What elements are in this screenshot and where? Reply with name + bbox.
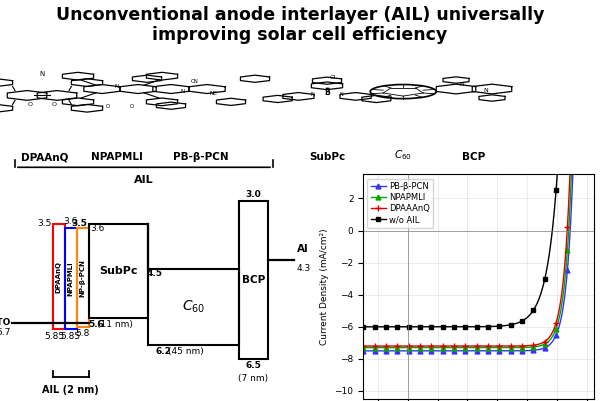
Text: $C_{60}$: $C_{60}$: [394, 148, 412, 162]
w/o AIL: [359, 324, 367, 329]
Text: O: O: [130, 104, 134, 109]
Text: PB-β-PCN: PB-β-PCN: [173, 152, 229, 162]
w/o AIL: [502, 323, 509, 328]
w/o AIL: [387, 324, 394, 329]
Text: Al: Al: [297, 243, 308, 253]
DPAAAnQ: [523, 343, 530, 348]
Text: NP-β-PCN: NP-β-PCN: [80, 259, 86, 297]
Text: 5.8: 5.8: [76, 329, 90, 338]
PB-β-PCN: [387, 348, 394, 353]
Text: 3.5: 3.5: [71, 219, 87, 228]
NPAPMLI: [433, 345, 440, 350]
Line: DPAAAnQ: DPAAAnQ: [360, 0, 593, 350]
Text: N: N: [340, 92, 343, 97]
Text: 5.7: 5.7: [0, 328, 11, 337]
Text: SubPc: SubPc: [99, 266, 137, 276]
Text: N: N: [484, 87, 488, 93]
Bar: [239, 201, 268, 358]
Text: AIL (2 nm): AIL (2 nm): [43, 385, 99, 395]
Bar: [89, 224, 148, 318]
Text: 4.5: 4.5: [146, 269, 162, 278]
Bar: [148, 269, 239, 345]
PB-β-PCN: [433, 348, 440, 353]
Text: $C_{60}$: $C_{60}$: [182, 299, 205, 315]
Bar: [53, 224, 65, 329]
Text: N: N: [460, 83, 464, 87]
Line: w/o AIL: w/o AIL: [361, 0, 592, 329]
Text: 3.0: 3.0: [245, 190, 262, 199]
Text: CN: CN: [191, 79, 199, 83]
NPAPMLI: [359, 345, 367, 350]
Line: NPAPMLI: NPAPMLI: [361, 0, 592, 350]
NPAPMLI: [387, 345, 394, 350]
Text: (7 nm): (7 nm): [238, 374, 269, 383]
NPAPMLI: [523, 345, 530, 350]
w/o AIL: [433, 324, 440, 329]
Text: N: N: [115, 84, 119, 89]
PB-β-PCN: [359, 348, 367, 353]
Bar: [77, 228, 89, 327]
Text: N: N: [181, 89, 185, 94]
DPAAAnQ: [449, 344, 457, 348]
Text: 3.5: 3.5: [37, 219, 52, 228]
Text: Unconventional anode interlayer (AIL) universally: Unconventional anode interlayer (AIL) un…: [56, 6, 544, 24]
Text: 6.5: 6.5: [245, 361, 262, 370]
Text: 6.2: 6.2: [155, 347, 172, 356]
Text: NPAPMLI: NPAPMLI: [68, 261, 74, 296]
Text: O: O: [28, 102, 32, 107]
Line: PB-β-PCN: PB-β-PCN: [361, 0, 592, 353]
Text: (45 nm): (45 nm): [167, 347, 203, 356]
Text: Cl: Cl: [330, 75, 336, 80]
Y-axis label: Current Density (mA/cm²): Current Density (mA/cm²): [320, 229, 329, 345]
PB-β-PCN: [524, 348, 532, 353]
Text: 5.85: 5.85: [44, 332, 64, 340]
DPAAAnQ: [524, 343, 532, 348]
Text: AIL: AIL: [134, 175, 154, 185]
PB-β-PCN: [449, 348, 457, 353]
Legend: PB-β-PCN, NPAPMLI, DPAAAnQ, w/o AIL: PB-β-PCN, NPAPMLI, DPAAAnQ, w/o AIL: [367, 178, 433, 227]
DPAAAnQ: [387, 344, 394, 348]
Text: 3.6: 3.6: [64, 217, 78, 226]
NPAPMLI: [524, 345, 532, 350]
Text: NC: NC: [209, 91, 217, 96]
Text: 5.6: 5.6: [88, 320, 104, 329]
Text: BCP: BCP: [463, 152, 485, 162]
NPAPMLI: [502, 345, 509, 350]
Text: 5.85: 5.85: [61, 332, 81, 340]
PB-β-PCN: [523, 348, 530, 353]
Text: 3.6: 3.6: [90, 224, 104, 233]
Text: N: N: [325, 87, 329, 92]
Text: SubPc: SubPc: [309, 152, 345, 162]
Text: ITO: ITO: [0, 318, 11, 327]
Text: (11 nm): (11 nm): [97, 320, 133, 329]
Text: N: N: [311, 92, 314, 97]
Text: B: B: [324, 88, 330, 97]
Text: DPAAnQ: DPAAnQ: [22, 152, 68, 162]
w/o AIL: [523, 316, 530, 320]
Text: BCP: BCP: [242, 275, 265, 285]
NPAPMLI: [449, 345, 457, 350]
Text: DPAAnQ: DPAAnQ: [56, 261, 62, 293]
w/o AIL: [449, 324, 457, 329]
DPAAAnQ: [359, 344, 367, 348]
Text: O: O: [106, 104, 110, 109]
Bar: [65, 228, 77, 329]
Text: O: O: [52, 102, 56, 107]
Text: N: N: [40, 71, 44, 77]
w/o AIL: [524, 315, 532, 320]
Text: 4.3: 4.3: [297, 264, 311, 273]
DPAAAnQ: [502, 344, 509, 348]
Text: improving solar cell efficiency: improving solar cell efficiency: [152, 26, 448, 44]
PB-β-PCN: [502, 348, 509, 353]
DPAAAnQ: [433, 344, 440, 348]
Text: NPAPMLI: NPAPMLI: [91, 152, 143, 162]
